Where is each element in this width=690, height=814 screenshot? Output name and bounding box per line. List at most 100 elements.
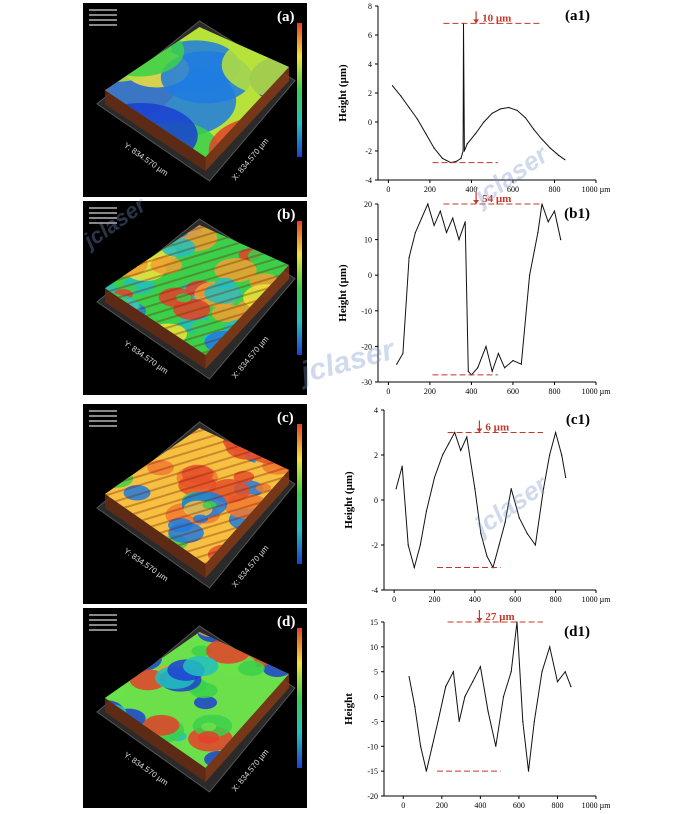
profile-point [487, 710, 489, 713]
surface-patch [191, 645, 211, 657]
profile-point [524, 117, 527, 119]
x-tick-label: 200 [424, 185, 436, 194]
surface-patch [247, 227, 274, 242]
y-axis-label: Height (µm) [337, 64, 349, 122]
watermark: jclaser [297, 333, 398, 390]
y-axis-label: Height [343, 693, 355, 725]
y-tick-label: 10 [370, 643, 378, 652]
profile-point [547, 221, 549, 223]
profile-point [464, 695, 466, 698]
profile-point [534, 544, 537, 546]
profile-point [402, 352, 404, 355]
profile-point [549, 147, 551, 149]
y-tick-label: 6 [368, 31, 372, 40]
surface-patch [211, 623, 226, 632]
profile-point [528, 274, 531, 276]
profile-point [401, 465, 403, 467]
profile-point [564, 671, 566, 673]
profile-point [439, 210, 441, 212]
profile-point [458, 239, 460, 241]
x-tick-label: 400 [474, 801, 486, 810]
y-tick-label: -20 [367, 792, 378, 801]
ridge-line [97, 591, 295, 604]
x-tick-label: 600 [513, 801, 525, 810]
ridge-line [105, 252, 289, 314]
y-tick-label: -20 [361, 342, 372, 351]
surface-patch [240, 225, 279, 241]
profile-point [474, 488, 476, 490]
y-tick-label: 15 [370, 618, 378, 627]
profile-point [510, 488, 512, 490]
profile-point [433, 224, 435, 226]
profile-point [463, 150, 465, 152]
y-tick-label: 2 [368, 89, 372, 98]
x-tick-label: 800 [550, 595, 562, 604]
profile-point [419, 544, 421, 546]
surface-patch [121, 456, 147, 472]
profile-point [555, 431, 557, 434]
surface-patch [120, 647, 162, 672]
profile-point [400, 95, 402, 97]
surface-patch [238, 660, 265, 676]
profile-point [480, 533, 482, 535]
profile-point [396, 363, 398, 365]
y-tick-label: -15 [367, 767, 378, 776]
annotation-label: 10 µm [482, 12, 511, 24]
y-tick-label: 4 [368, 60, 372, 69]
surface-patch [232, 225, 252, 234]
profile-point [520, 363, 522, 365]
annotation-arrowhead [473, 200, 480, 204]
profile-point [485, 345, 487, 347]
x-tick-label: 1000 µm [582, 595, 612, 604]
profile-point [448, 443, 450, 445]
y-tick-label: 5 [374, 668, 378, 677]
profile-point [452, 217, 454, 219]
y-axis-label: Height (µm) [343, 471, 355, 529]
y-tick-label: -10 [361, 307, 372, 316]
y-tick-label: -4 [365, 176, 372, 185]
surface-patch [236, 632, 251, 638]
info-line [89, 19, 117, 21]
profile-point [408, 676, 410, 678]
profile-point [408, 256, 410, 258]
watermark: jclaser [468, 469, 554, 542]
surface-patch [214, 258, 257, 283]
panel-label: (d) [277, 614, 295, 630]
profile-point [564, 159, 566, 161]
surface-patch [105, 742, 116, 764]
y-tick-label: -4 [371, 586, 378, 595]
profile-point [472, 681, 474, 683]
surface-patch [105, 558, 133, 564]
surface-patch [221, 33, 289, 97]
surface-side [105, 90, 206, 171]
surface-patch [191, 319, 217, 334]
surface-side [105, 698, 206, 782]
surface-patch [253, 646, 270, 657]
surface-patch [156, 225, 185, 234]
color-scale-bar [297, 23, 302, 157]
ridge-line [97, 388, 295, 395]
profile-point [542, 488, 545, 490]
profile-point [474, 133, 477, 135]
surface-patch [124, 457, 140, 466]
profile-point [445, 686, 447, 688]
profile-point [516, 621, 518, 623]
surface-patch [119, 430, 144, 445]
surface-patch [168, 522, 204, 544]
profile-point [462, 150, 464, 152]
surface-patch [150, 256, 182, 275]
profile-point [549, 646, 551, 648]
surface-patch [176, 293, 192, 303]
surface-patch [126, 783, 146, 794]
x-tick-label: 200 [428, 595, 440, 604]
profile-point [504, 521, 506, 524]
surface-patch [197, 731, 220, 744]
profile-point [441, 454, 444, 456]
x-tick-label: 0 [386, 185, 390, 194]
profile-point [522, 720, 524, 723]
info-line [89, 14, 117, 16]
ridge-line [105, 243, 289, 305]
profile-point [560, 239, 562, 241]
profile-point [407, 544, 409, 546]
profile-point [561, 454, 563, 456]
